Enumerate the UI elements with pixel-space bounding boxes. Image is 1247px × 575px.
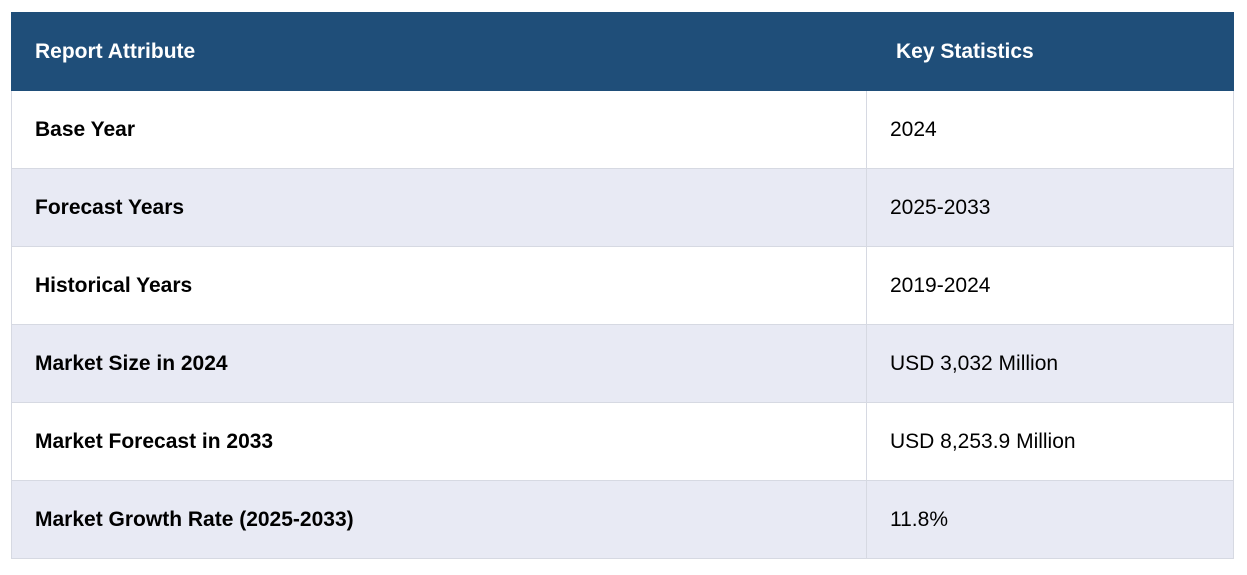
row-value: USD 3,032 Million — [866, 324, 1234, 403]
row-attribute: Historical Years — [11, 246, 867, 325]
row-attribute: Forecast Years — [11, 168, 867, 247]
header-key-statistics: Key Statistics — [866, 12, 1234, 91]
table-row: Historical Years 2019-2024 — [11, 246, 1234, 325]
table-header-row: Report Attribute Key Statistics — [11, 12, 1234, 91]
table-row: Market Forecast in 2033 USD 8,253.9 Mill… — [11, 402, 1234, 481]
row-value: 2025-2033 — [866, 168, 1234, 247]
table-row: Forecast Years 2025-2033 — [11, 168, 1234, 247]
row-attribute: Market Forecast in 2033 — [11, 402, 867, 481]
row-value: 11.8% — [866, 480, 1234, 559]
row-attribute: Market Growth Rate (2025-2033) — [11, 480, 867, 559]
table-row: Market Growth Rate (2025-2033) 11.8% — [11, 480, 1234, 559]
report-attributes-table: Report Attribute Key Statistics Base Yea… — [11, 12, 1234, 559]
header-report-attribute: Report Attribute — [11, 12, 867, 91]
row-value: 2019-2024 — [866, 246, 1234, 325]
table-row: Market Size in 2024 USD 3,032 Million — [11, 324, 1234, 403]
table-row: Base Year 2024 — [11, 90, 1234, 169]
row-value: 2024 — [866, 90, 1234, 169]
row-attribute: Base Year — [11, 90, 867, 169]
report-table-container: Report Attribute Key Statistics Base Yea… — [11, 12, 1234, 559]
row-value: USD 8,253.9 Million — [866, 402, 1234, 481]
row-attribute: Market Size in 2024 — [11, 324, 867, 403]
